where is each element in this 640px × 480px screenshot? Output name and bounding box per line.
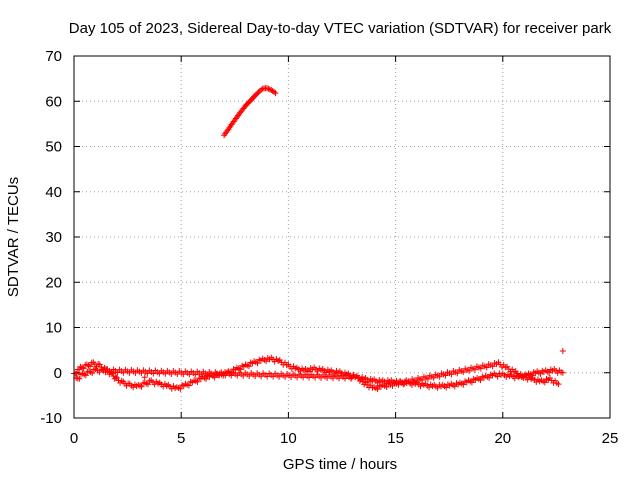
data-point bbox=[263, 358, 270, 365]
y-tick-label: 0 bbox=[54, 365, 62, 382]
data-point bbox=[559, 369, 566, 376]
data-point bbox=[555, 381, 562, 388]
data-point bbox=[454, 370, 461, 377]
data-point bbox=[194, 378, 201, 385]
y-tick-label: 20 bbox=[45, 274, 62, 291]
data-point bbox=[395, 381, 402, 388]
data-point bbox=[177, 385, 184, 392]
data-point bbox=[537, 370, 544, 377]
data-point bbox=[451, 383, 458, 390]
y-tick-label: -10 bbox=[40, 410, 62, 427]
data-point bbox=[468, 379, 475, 386]
data-point bbox=[494, 373, 501, 380]
data-point bbox=[442, 372, 449, 379]
data-point bbox=[271, 89, 278, 96]
data-point bbox=[443, 384, 450, 391]
data-point bbox=[141, 374, 148, 381]
x-tick-label: 0 bbox=[70, 430, 78, 447]
series-upper-arc bbox=[221, 85, 279, 139]
grid bbox=[74, 56, 610, 418]
data-point bbox=[112, 373, 119, 380]
data-point bbox=[305, 368, 312, 375]
data-point bbox=[418, 377, 425, 384]
data-point bbox=[237, 366, 244, 373]
data-point bbox=[185, 382, 192, 389]
data-point bbox=[483, 364, 490, 371]
data-point bbox=[383, 384, 390, 391]
x-tick-label: 5 bbox=[177, 430, 185, 447]
data-point bbox=[354, 372, 361, 379]
data-point bbox=[355, 375, 362, 382]
data-point bbox=[272, 90, 279, 97]
data-point bbox=[477, 377, 484, 384]
data-point bbox=[203, 375, 210, 382]
data-point bbox=[389, 382, 396, 389]
series-outliers bbox=[141, 348, 566, 381]
x-tick-label: 10 bbox=[280, 430, 297, 447]
x-tick-label: 25 bbox=[602, 430, 619, 447]
data-point bbox=[87, 363, 94, 370]
data-point bbox=[424, 376, 431, 383]
data-point bbox=[401, 380, 408, 387]
data-point bbox=[407, 379, 414, 386]
data-point bbox=[559, 348, 566, 355]
data-series bbox=[71, 85, 566, 393]
x-tick-label: 15 bbox=[387, 430, 404, 447]
data-point bbox=[413, 378, 420, 385]
data-point bbox=[359, 378, 366, 385]
data-point bbox=[489, 363, 496, 370]
data-point bbox=[138, 383, 145, 390]
series-main-track bbox=[71, 354, 566, 392]
y-tick-label: 30 bbox=[45, 229, 62, 246]
series-lower-branch bbox=[73, 359, 562, 393]
data-point bbox=[460, 381, 467, 388]
data-point bbox=[430, 374, 437, 381]
data-point bbox=[80, 365, 87, 372]
chart-title: Day 105 of 2023, Sidereal Day-to-day VTE… bbox=[69, 20, 612, 37]
data-point bbox=[466, 367, 473, 374]
data-point bbox=[477, 365, 484, 372]
y-tick-label: 60 bbox=[45, 93, 62, 110]
data-point bbox=[471, 366, 478, 373]
data-point bbox=[258, 86, 265, 93]
plot-frame bbox=[73, 55, 611, 419]
data-point bbox=[109, 370, 116, 377]
data-point bbox=[374, 386, 381, 393]
data-point bbox=[89, 370, 96, 377]
data-point bbox=[541, 379, 548, 386]
data-point bbox=[245, 363, 252, 370]
axis-ticks: 0 5 10 15 20 25 -10 0 10 20 30 40 50 60 70 bbox=[40, 48, 618, 447]
y-tick-label: 70 bbox=[45, 48, 62, 65]
data-point bbox=[546, 369, 553, 376]
data-point bbox=[263, 85, 270, 92]
data-point bbox=[254, 360, 261, 367]
data-point bbox=[436, 373, 443, 380]
data-point bbox=[448, 371, 455, 378]
x-tick-label: 20 bbox=[494, 430, 511, 447]
data-point bbox=[144, 381, 151, 388]
x-axis-label: GPS time / hours bbox=[283, 456, 397, 473]
data-point bbox=[460, 369, 467, 376]
data-point bbox=[358, 376, 365, 383]
data-point bbox=[82, 372, 89, 379]
data-point bbox=[486, 374, 493, 381]
data-point bbox=[265, 85, 272, 92]
y-axis-label: SDTVAR / TECUs bbox=[5, 177, 22, 297]
y-tick-label: 50 bbox=[45, 139, 62, 156]
y-tick-label: 10 bbox=[45, 320, 62, 337]
y-tick-label: 40 bbox=[45, 184, 62, 201]
data-point bbox=[224, 127, 231, 134]
data-point bbox=[76, 375, 83, 382]
